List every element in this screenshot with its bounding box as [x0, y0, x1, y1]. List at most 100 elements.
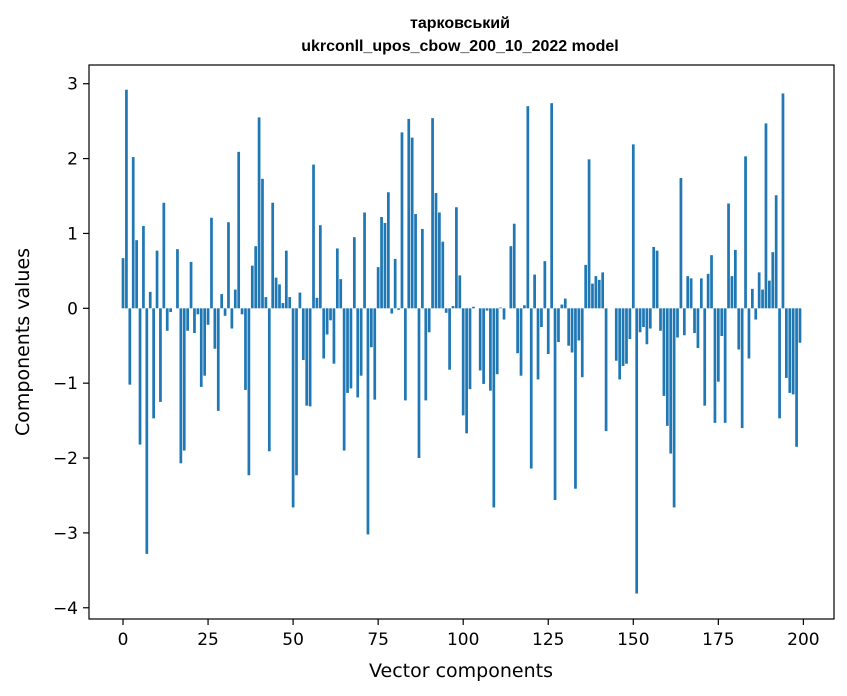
bar-131 — [567, 308, 571, 346]
bar-150 — [631, 144, 635, 309]
bar-122 — [536, 308, 540, 380]
bar-20 — [189, 261, 193, 309]
bar-106 — [482, 308, 485, 384]
bar-64 — [339, 279, 343, 309]
bar-174 — [713, 308, 717, 423]
bar-152 — [638, 308, 642, 333]
bar-95 — [444, 308, 448, 313]
bar-121 — [533, 274, 536, 309]
bar-191 — [771, 252, 775, 309]
bar-112 — [502, 308, 506, 320]
bar-90 — [427, 308, 431, 333]
y-tick-label: −2 — [53, 449, 78, 469]
bar-54 — [305, 308, 309, 406]
bar-198 — [795, 308, 798, 447]
y-tick-label: −1 — [53, 374, 78, 394]
bar-142 — [604, 308, 608, 432]
bar-163 — [676, 308, 679, 338]
bar-21 — [193, 308, 196, 334]
bars-group — [121, 89, 802, 594]
bar-190 — [768, 280, 771, 309]
chart-title-line-2: ukrconll_upos_cbow_200_10_2022 model — [301, 38, 618, 55]
x-axis-ticks: 0 25 50 75 100 125 150 175 200 — [118, 619, 820, 650]
bar-65 — [342, 308, 346, 451]
bar-0 — [121, 258, 125, 309]
bar-199 — [798, 308, 802, 343]
bar-22 — [196, 308, 200, 315]
bar-146 — [618, 308, 622, 380]
bar-141 — [601, 272, 605, 309]
bar-12 — [162, 202, 166, 309]
bar-169 — [696, 308, 700, 348]
bar-120 — [529, 308, 533, 469]
bar-32 — [230, 308, 234, 329]
bar-36 — [244, 308, 247, 390]
bar-19 — [186, 308, 190, 331]
bar-41 — [261, 178, 264, 309]
bar-73 — [369, 308, 373, 348]
bar-53 — [301, 308, 305, 360]
bar-157 — [655, 250, 659, 309]
bar-79 — [390, 308, 394, 314]
bar-126 — [550, 103, 554, 309]
bar-164 — [679, 178, 683, 309]
bar-149 — [628, 308, 632, 339]
bar-69 — [356, 308, 360, 398]
x-tick-label: 175 — [702, 630, 734, 650]
bar-44 — [271, 202, 275, 309]
bar-137 — [587, 159, 591, 309]
bar-97 — [451, 306, 455, 309]
bar-182 — [740, 308, 744, 429]
bar-145 — [614, 308, 618, 361]
bar-178 — [727, 203, 730, 309]
bar-3 — [131, 157, 135, 309]
bar-125 — [546, 308, 550, 354]
bar-194 — [781, 93, 785, 309]
bar-56 — [312, 164, 315, 309]
bar-18 — [182, 308, 186, 451]
bar-161 — [669, 308, 673, 454]
bar-184 — [747, 308, 751, 359]
bar-9 — [152, 308, 155, 419]
bar-171 — [703, 308, 707, 406]
bar-72 — [366, 308, 370, 535]
bar-196 — [788, 308, 792, 393]
bar-2 — [128, 308, 132, 385]
bar-86 — [414, 213, 417, 309]
bar-50 — [291, 308, 295, 508]
bar-108 — [489, 308, 492, 391]
bar-116 — [516, 308, 519, 354]
bar-107 — [485, 308, 489, 311]
plot-frame — [88, 64, 835, 620]
bar-55 — [308, 308, 312, 407]
bar-23 — [199, 308, 203, 387]
bar-179 — [730, 276, 734, 309]
bar-51 — [295, 308, 298, 476]
bar-197 — [791, 308, 795, 395]
bar-35 — [240, 308, 244, 315]
bar-156 — [652, 246, 656, 309]
bar-92 — [434, 193, 438, 309]
bar-74 — [373, 308, 377, 400]
bar-76 — [380, 216, 383, 309]
bar-34 — [237, 151, 241, 309]
bar-140 — [597, 279, 601, 309]
bar-33 — [233, 289, 237, 309]
bar-153 — [642, 308, 645, 328]
bar-78 — [387, 192, 390, 309]
bar-158 — [659, 308, 662, 331]
bar-168 — [693, 308, 696, 334]
bar-66 — [346, 308, 349, 393]
bar-128 — [557, 308, 560, 342]
bar-93 — [438, 212, 441, 309]
bar-38 — [250, 265, 254, 309]
bar-115 — [512, 223, 516, 309]
chart-title-line-1: тарковський — [410, 15, 510, 32]
bar-24 — [203, 308, 207, 376]
bar-167 — [689, 278, 693, 309]
bar-96 — [448, 308, 451, 370]
bar-195 — [785, 308, 788, 378]
bar-30 — [223, 308, 227, 316]
bar-14 — [169, 308, 172, 313]
